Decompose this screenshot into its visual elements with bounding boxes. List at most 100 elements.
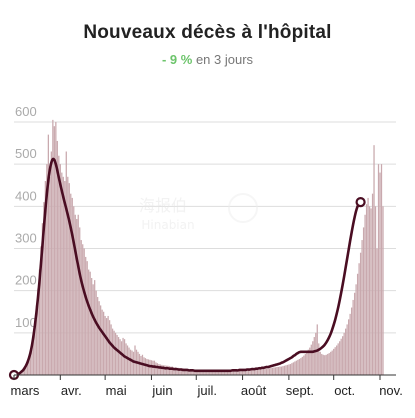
bar [315,332,317,375]
x-tick-label-4: juil. [197,383,218,398]
bar [349,313,351,375]
bar [371,193,374,375]
bar [207,370,209,375]
bar [256,369,259,375]
bar [283,365,286,375]
chart-subtitle: - 9 % en 3 jours [0,52,415,67]
bar [67,176,69,375]
bar [292,362,294,375]
bar [286,364,289,375]
bar [159,364,162,375]
bar [280,366,283,375]
bar [91,278,93,375]
bar [173,367,175,375]
bar [71,197,73,375]
y-tick-label-400: 400 [15,188,37,203]
bar [47,134,49,375]
bar [49,176,51,375]
bar [128,347,130,375]
bar [134,345,136,375]
bar [62,176,64,375]
bar [110,324,112,375]
bar [198,370,200,375]
bar [165,365,168,375]
bar [61,172,63,375]
bar [50,151,52,375]
bar [101,309,103,375]
bar [227,370,229,375]
bar [76,218,78,375]
bar [228,370,230,375]
bar [77,214,79,375]
bar [330,351,332,375]
bar [356,273,359,375]
bar [55,121,57,375]
bar [235,370,238,375]
bar [270,367,272,375]
bar [40,246,42,375]
bar [237,370,239,375]
bar [108,320,111,375]
bar [264,368,266,375]
bar [182,368,184,375]
bar [206,370,208,375]
bar [370,208,372,375]
bar [276,366,278,375]
bar [97,296,99,375]
bar [247,369,250,375]
bar [277,366,280,375]
bar [65,151,67,375]
bar [244,369,247,375]
bar [150,360,153,375]
bar [38,269,41,375]
bar [306,351,308,375]
bar [324,355,326,375]
bar [353,292,356,375]
bar [200,370,202,375]
bar [188,369,190,375]
bar [255,369,257,375]
bar [111,328,114,375]
bar [156,363,159,375]
bar [79,227,81,375]
bar [143,357,145,375]
bar [241,370,244,375]
bar [307,349,309,375]
bar [350,307,353,375]
bar [362,227,365,375]
bar [352,299,354,375]
bar [289,364,292,375]
x-tick-label-2: mai [106,383,127,398]
bar [261,369,263,375]
bar [224,371,226,375]
bar [212,371,214,375]
y-tick-label-200: 200 [15,273,37,288]
bar [328,353,330,375]
bar [374,206,377,375]
bar [331,350,333,375]
bar [43,202,45,375]
bar [117,337,120,375]
bar [179,368,181,375]
bar [32,332,35,375]
bar [120,341,123,375]
bar [216,371,218,375]
bar [103,311,105,375]
bar [98,301,100,375]
bar [221,371,223,375]
bar [52,119,54,376]
bar [147,359,150,375]
bar [170,366,172,375]
x-tick-label-8: nov. [379,383,403,398]
bar [297,359,299,375]
bar [28,358,30,375]
y-axis-ticks: 100 200 300 400 500 600 [15,104,37,330]
change-percentage: - 9 % [161,52,193,67]
bar [294,361,296,375]
bar [140,356,142,375]
bar [25,365,27,375]
bar [74,214,76,375]
bar [155,362,157,375]
bar [59,164,61,375]
bar [271,367,274,375]
